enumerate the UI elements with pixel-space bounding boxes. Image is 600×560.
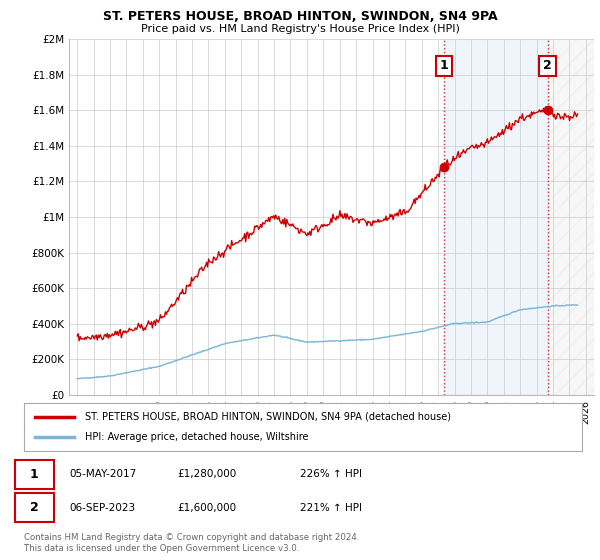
Text: 1: 1	[440, 59, 448, 72]
Text: Price paid vs. HM Land Registry's House Price Index (HPI): Price paid vs. HM Land Registry's House …	[140, 24, 460, 34]
Text: 221% ↑ HPI: 221% ↑ HPI	[300, 503, 362, 513]
Text: 06-SEP-2023: 06-SEP-2023	[69, 503, 135, 513]
Text: ST. PETERS HOUSE, BROAD HINTON, SWINDON, SN4 9PA: ST. PETERS HOUSE, BROAD HINTON, SWINDON,…	[103, 10, 497, 23]
Text: 2: 2	[543, 59, 552, 72]
Text: 2: 2	[30, 501, 38, 515]
Text: HPI: Average price, detached house, Wiltshire: HPI: Average price, detached house, Wilt…	[85, 432, 309, 442]
Text: £1,280,000: £1,280,000	[177, 469, 236, 479]
Text: 226% ↑ HPI: 226% ↑ HPI	[300, 469, 362, 479]
Text: £1,600,000: £1,600,000	[177, 503, 236, 513]
Text: 05-MAY-2017: 05-MAY-2017	[69, 469, 136, 479]
Bar	[444, 39, 548, 395]
Text: ST. PETERS HOUSE, BROAD HINTON, SWINDON, SN4 9PA (detached house): ST. PETERS HOUSE, BROAD HINTON, SWINDON,…	[85, 412, 451, 422]
Text: Contains HM Land Registry data © Crown copyright and database right 2024.
This d: Contains HM Land Registry data © Crown c…	[24, 533, 359, 553]
Text: 1: 1	[30, 468, 38, 481]
Bar	[548, 39, 594, 395]
